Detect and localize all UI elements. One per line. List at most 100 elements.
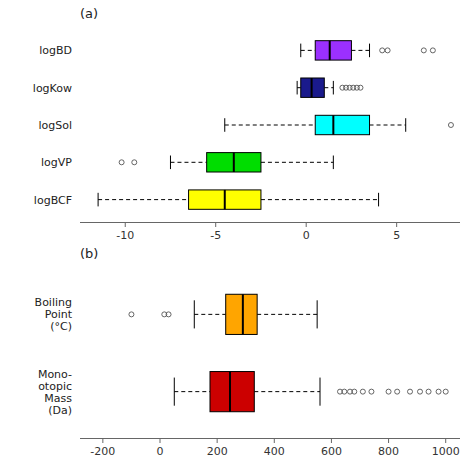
flier <box>408 389 413 394</box>
x-tick-label: 0 <box>157 445 164 458</box>
whisker-cap-high <box>333 156 334 170</box>
panel-title: (a) <box>80 6 98 21</box>
category-label-line: logKow <box>33 82 72 95</box>
panel: (b)-20002004006008001000BoilingPoint(°C)… <box>35 246 460 458</box>
category-label: BoilingPoint(°C) <box>35 296 73 333</box>
figure: (a) -10 -5 0 5 logBD logKow logSol logVP logBCF (b… <box>0 0 474 474</box>
x-axis-line <box>80 222 460 223</box>
flier <box>448 123 453 128</box>
whisker-cap-low <box>224 118 225 132</box>
whisker-high <box>257 314 317 315</box>
flier <box>380 48 385 53</box>
category-label-line: (Da) <box>48 404 72 417</box>
flier <box>129 312 134 317</box>
median <box>329 41 331 60</box>
whisker-cap-low <box>98 193 99 207</box>
x-tick <box>102 438 103 443</box>
flier <box>426 389 431 394</box>
x-tick <box>215 222 216 227</box>
box <box>301 78 325 97</box>
flier <box>385 48 390 53</box>
whisker-cap-low <box>174 378 175 406</box>
whisker-cap-low <box>194 300 195 328</box>
x-tick-label: 800 <box>378 445 399 458</box>
whisker-low <box>301 50 315 51</box>
background <box>0 0 474 474</box>
whisker-cap-high <box>320 378 321 406</box>
box <box>226 294 257 334</box>
x-tick <box>331 438 332 443</box>
x-tick <box>306 222 307 227</box>
median <box>242 294 244 334</box>
whisker-low <box>98 199 188 200</box>
x-tick-label: -10 <box>116 229 134 242</box>
whisker-cap-high <box>378 193 379 207</box>
category-label: Mono-otopicMass(Da) <box>38 368 72 417</box>
flier <box>360 389 365 394</box>
whisker-cap-low <box>297 81 298 95</box>
whisker-cap-low <box>170 156 171 170</box>
x-tick <box>445 438 446 443</box>
whisker-low <box>170 162 206 163</box>
marks <box>129 294 448 411</box>
x-tick <box>125 222 126 227</box>
whisker-low <box>297 87 301 88</box>
flier <box>369 389 374 394</box>
box <box>315 115 369 134</box>
x-tick <box>388 438 389 443</box>
box <box>210 372 254 412</box>
whisker-cap-high <box>317 300 318 328</box>
x-tick-label: 1000 <box>432 445 460 458</box>
median <box>233 153 235 172</box>
marks <box>98 41 453 210</box>
whisker-cap-low <box>300 44 301 58</box>
whisker-cap-high <box>405 118 406 132</box>
panel-title: (b) <box>80 246 98 261</box>
panel: (a) -10 -5 0 5 logBD logKow logSol logVP logBCF <box>33 6 460 242</box>
x-tick-label: 5 <box>393 229 400 242</box>
flier <box>119 160 124 165</box>
x-tick-label: 200 <box>207 445 228 458</box>
whisker-high <box>324 87 333 88</box>
x-tick-label: 0 <box>303 229 310 242</box>
x-tick <box>274 438 275 443</box>
x-tick <box>217 438 218 443</box>
whisker-high <box>261 199 379 200</box>
flier <box>421 48 426 53</box>
box <box>207 153 261 172</box>
category-label: logBCF <box>34 194 72 207</box>
whisker-high <box>370 125 406 126</box>
whisker-low <box>225 125 315 126</box>
median <box>311 78 313 97</box>
whisker-cap-high <box>369 44 370 58</box>
x-tick <box>160 438 161 443</box>
box <box>189 190 261 209</box>
flier <box>436 389 441 394</box>
whisker-low <box>194 314 225 315</box>
median <box>224 190 226 209</box>
flier <box>430 48 435 53</box>
category-label-line: logVP <box>41 156 72 169</box>
flier <box>395 389 400 394</box>
flier <box>358 85 363 90</box>
flier <box>352 389 357 394</box>
box <box>315 41 351 60</box>
category-label-line: logSol <box>38 119 72 132</box>
whisker-cap-high <box>333 81 334 95</box>
whisker-high <box>351 50 369 51</box>
flier <box>386 389 391 394</box>
category-label: logSol <box>38 119 72 132</box>
x-tick-label: 400 <box>264 445 285 458</box>
category-label-line: logBD <box>39 44 72 57</box>
category-label-line: (°C) <box>50 320 72 333</box>
x-tick-label: 600 <box>321 445 342 458</box>
x-tick <box>396 222 397 227</box>
category-label-line: logBCF <box>34 194 72 207</box>
median <box>332 115 334 134</box>
x-axis-line <box>80 438 460 439</box>
flier <box>443 389 448 394</box>
flier <box>166 312 171 317</box>
category-label: logBD <box>39 44 72 57</box>
flier <box>342 389 347 394</box>
x-tick-label: -5 <box>210 229 221 242</box>
